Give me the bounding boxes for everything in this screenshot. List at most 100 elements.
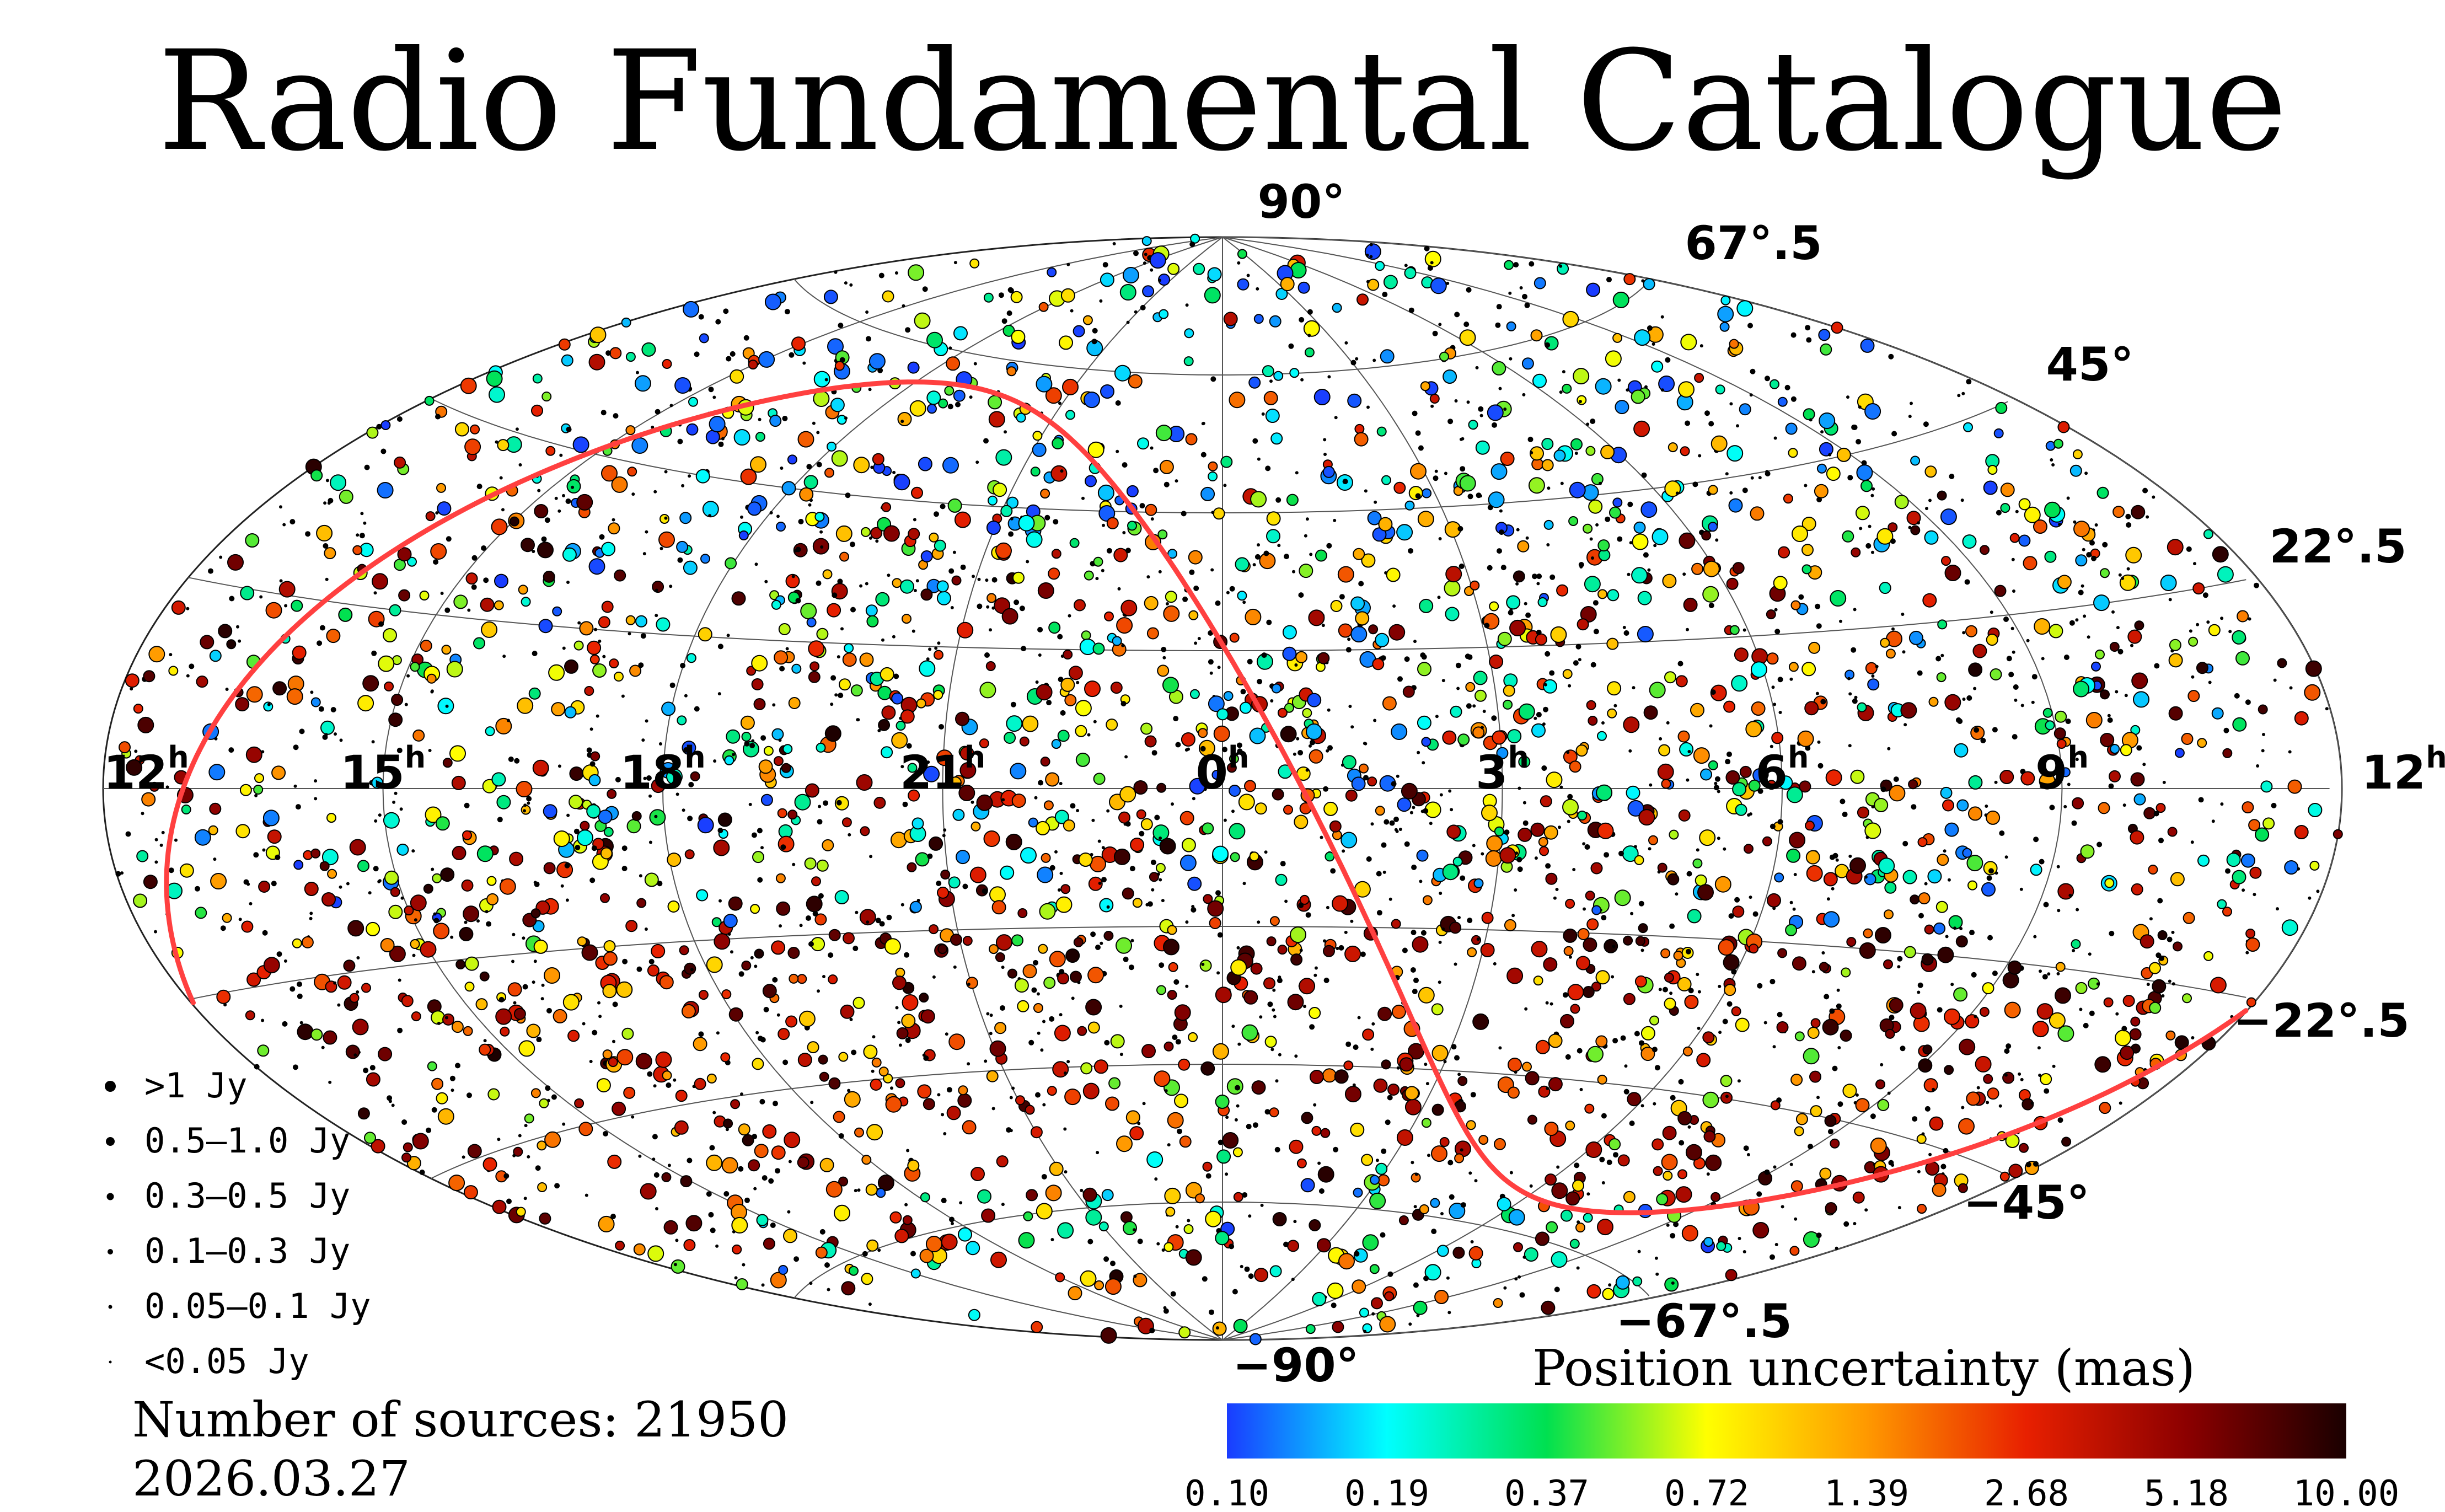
source-point — [467, 1092, 472, 1098]
source-point — [2168, 598, 2172, 602]
source-point — [1188, 550, 1203, 565]
source-point — [1300, 378, 1304, 382]
source-point — [1101, 1189, 1114, 1202]
source-point — [1533, 975, 1543, 986]
source-point — [1353, 1187, 1363, 1198]
source-point — [1139, 503, 1145, 509]
source-point — [809, 661, 820, 672]
source-point — [2008, 672, 2014, 678]
source-point — [1982, 982, 1994, 995]
source-point — [614, 569, 626, 582]
source-point — [647, 1071, 653, 1077]
source-point — [1215, 890, 1221, 896]
source-point — [2078, 589, 2084, 596]
source-point — [2030, 1101, 2034, 1105]
source-point — [1786, 848, 1801, 863]
source-point — [918, 457, 932, 471]
source-point — [1404, 500, 1415, 511]
source-point — [640, 633, 646, 639]
source-point — [1070, 971, 1082, 983]
source-point — [304, 882, 319, 896]
source-point — [1370, 822, 1374, 826]
source-point — [1408, 548, 1414, 554]
source-point — [1209, 1309, 1214, 1315]
source-point — [1859, 942, 1876, 959]
source-point — [2055, 987, 2071, 1004]
source-point — [842, 652, 857, 667]
source-point — [783, 1229, 797, 1243]
source-point — [420, 640, 432, 652]
source-point — [2055, 710, 2067, 723]
source-point — [717, 828, 723, 833]
source-point — [1178, 1326, 1191, 1339]
source-point — [1472, 704, 1476, 708]
source-point — [1353, 1044, 1359, 1050]
source-point — [1431, 1229, 1437, 1235]
source-point — [967, 983, 971, 986]
source-point — [1229, 785, 1241, 797]
source-point — [640, 1183, 657, 1200]
source-point — [2167, 936, 2173, 942]
source-point — [1941, 556, 1951, 566]
source-point — [309, 912, 313, 915]
source-point — [966, 1241, 980, 1256]
source-point — [1955, 717, 1961, 723]
source-point — [1632, 533, 1649, 550]
source-point — [1085, 1209, 1102, 1226]
source-point — [1573, 660, 1579, 666]
source-point — [1157, 529, 1168, 540]
source-point — [669, 682, 675, 688]
source-point — [1125, 1110, 1140, 1125]
source-point — [688, 781, 694, 787]
source-point — [984, 652, 990, 658]
source-point — [2189, 629, 2192, 633]
source-point — [1095, 945, 1101, 950]
source-point — [1019, 736, 1030, 747]
source-point — [1133, 1273, 1148, 1288]
source-point — [1849, 857, 1866, 874]
source-point — [733, 429, 750, 446]
source-point — [1147, 901, 1153, 907]
source-point — [1151, 888, 1155, 892]
source-point — [1958, 1118, 1975, 1135]
source-point — [1329, 820, 1342, 833]
source-point — [775, 873, 786, 883]
source-point — [1924, 1106, 1931, 1112]
source-point — [771, 940, 786, 955]
source-point — [787, 809, 798, 820]
source-point — [451, 775, 466, 790]
source-point — [2033, 1161, 2039, 1167]
source-point — [483, 1039, 487, 1043]
source-point — [1076, 809, 1080, 812]
source-point — [976, 794, 993, 811]
source-point — [388, 904, 403, 919]
source-point — [1640, 1104, 1644, 1108]
source-point — [1159, 459, 1174, 474]
source-point — [1618, 850, 1624, 856]
source-point — [326, 813, 336, 823]
source-point — [276, 951, 282, 957]
source-point — [2222, 748, 2233, 758]
source-point — [787, 1210, 791, 1214]
source-point — [1572, 1179, 1584, 1192]
source-point — [717, 692, 721, 696]
source-point — [734, 1276, 738, 1280]
source-point — [455, 1063, 460, 1069]
source-point — [726, 634, 730, 637]
source-point — [2136, 745, 2142, 751]
source-point — [607, 789, 617, 799]
source-point — [2076, 908, 2079, 912]
source-point — [284, 604, 288, 608]
source-point — [757, 828, 763, 834]
source-point — [1082, 1187, 1097, 1202]
source-point — [1167, 1112, 1184, 1129]
source-point — [1777, 677, 1783, 683]
source-point — [996, 1155, 1009, 1168]
source-point — [532, 759, 549, 776]
source-point — [1470, 580, 1480, 591]
source-point — [391, 1103, 395, 1107]
source-point — [1534, 716, 1537, 720]
source-point — [1677, 1111, 1692, 1125]
source-point — [1608, 1138, 1621, 1151]
source-point — [2240, 853, 2255, 868]
